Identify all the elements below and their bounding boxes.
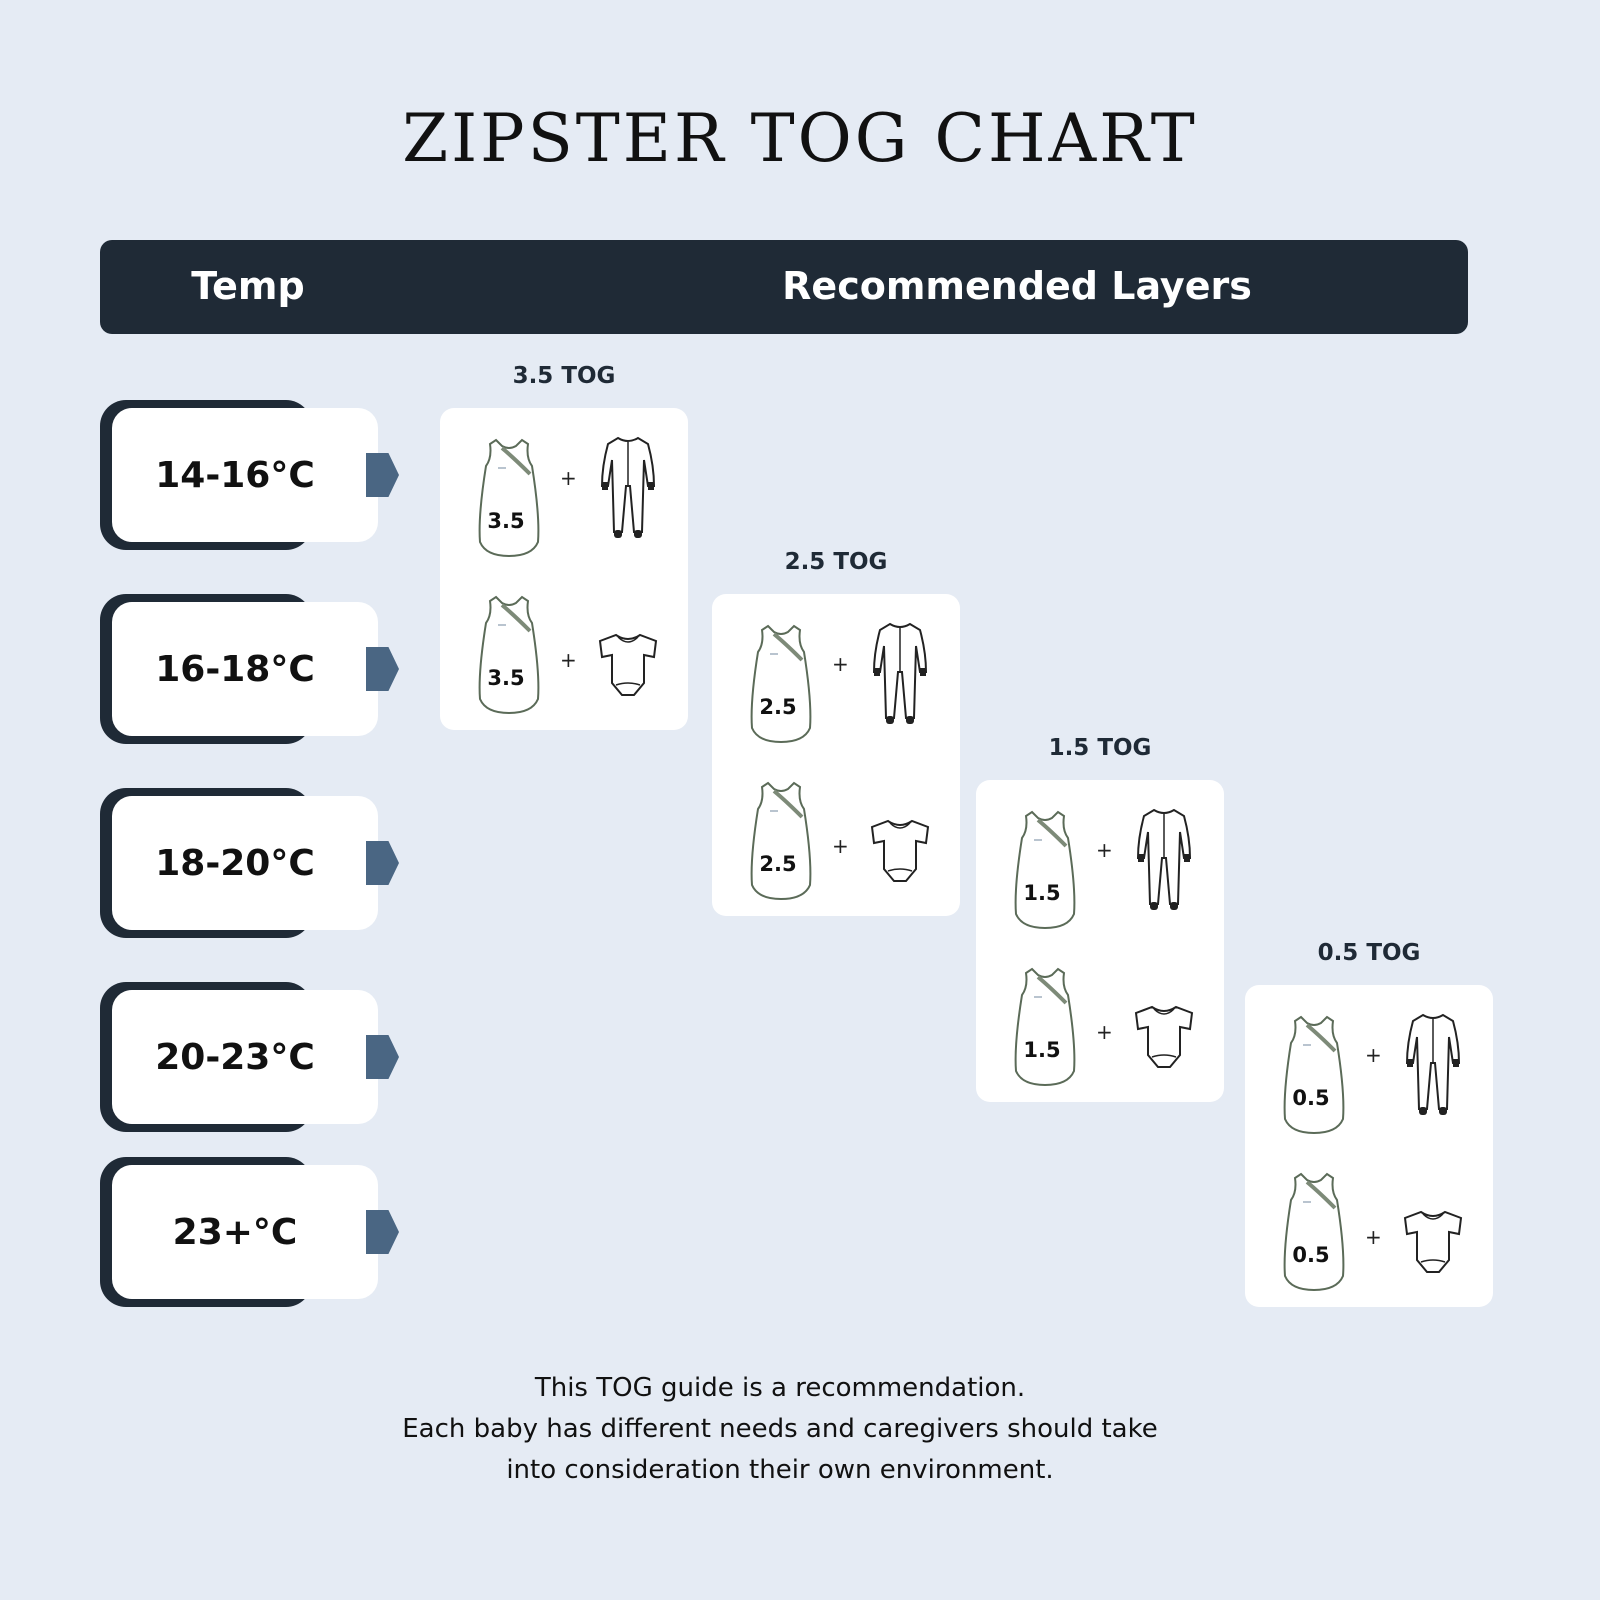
sleep-sack-icon: 1.5 [1014,967,1076,1087]
plus-sign: + [832,652,849,676]
sleep-sack-icon: 3.5 [478,595,540,715]
temp-label: 16-18°C [112,602,378,736]
temp-label: 23+°C [112,1165,378,1299]
sack-tog-value: 3.5 [487,509,524,533]
layer-combo: 0.5 + [1245,1170,1493,1300]
plus-sign: + [1365,1225,1382,1249]
tog-label: 1.5 TOG [1048,735,1152,761]
tog-card: 2.5 + 2.5 + [712,594,960,916]
sack-tog-value: 0.5 [1292,1086,1329,1110]
temp-header: Temp [191,264,305,308]
layer-combo: 2.5 + [712,779,960,909]
footer-note: This TOG guide is a recommendation. Each… [0,1368,1560,1491]
header-bar: Temp Recommended Layers [100,240,1468,334]
tog-label: 0.5 TOG [1317,940,1421,966]
sleep-sack-icon: 0.5 [1283,1015,1345,1135]
temp-label: 20-23°C [112,990,378,1124]
layer-combo: 1.5 + [976,808,1224,938]
tog-card: 0.5 + 0.5 + [1245,985,1493,1307]
sleepsuit-icon [1405,1013,1461,1115]
sack-tog-value: 0.5 [1292,1243,1329,1267]
plus-sign: + [1096,1020,1113,1044]
arrow-icon [366,453,399,497]
plus-sign: + [832,834,849,858]
plus-sign: + [560,648,577,672]
sack-tog-value: 2.5 [759,852,796,876]
footer-line: This TOG guide is a recommendation. [534,1373,1026,1403]
tog-label: 3.5 TOG [512,363,616,389]
plus-sign: + [1365,1043,1382,1067]
layer-combo: 2.5 + [712,622,960,752]
arrow-icon [366,1035,399,1079]
arrow-icon [366,841,399,885]
plus-sign: + [1096,838,1113,862]
sleep-sack-icon: 1.5 [1014,810,1076,930]
temp-label: 18-20°C [112,796,378,930]
layer-combo: 3.5 + [440,593,688,723]
sack-tog-value: 3.5 [487,666,524,690]
bodysuit-icon [1134,1005,1194,1068]
tog-label: 2.5 TOG [784,549,888,575]
layer-combo: 0.5 + [1245,1013,1493,1143]
tog-card: 3.5 + 3.5 + [440,408,688,730]
temp-label: 14-16°C [112,408,378,542]
page-title: ZIPSTER TOG CHART [402,100,1198,177]
sleep-sack-icon: 0.5 [1283,1172,1345,1292]
layers-header: Recommended Layers [782,264,1252,308]
tog-card: 1.5 + 1.5 + [976,780,1224,1102]
plus-sign: + [560,466,577,490]
bodysuit-icon [870,819,930,882]
sack-tog-value: 2.5 [759,695,796,719]
bodysuit-icon [598,633,658,696]
layer-combo: 3.5 + [440,436,688,566]
sleep-sack-icon: 3.5 [478,438,540,558]
sleepsuit-icon [1136,808,1192,910]
arrow-icon [366,647,399,691]
sleepsuit-icon [600,436,656,538]
sleep-sack-icon: 2.5 [750,781,812,901]
sleep-sack-icon: 2.5 [750,624,812,744]
footer-line: into consideration their own environment… [506,1455,1054,1485]
arrow-icon [366,1210,399,1254]
bodysuit-icon [1403,1210,1463,1273]
sack-tog-value: 1.5 [1023,1038,1060,1062]
sack-tog-value: 1.5 [1023,881,1060,905]
layer-combo: 1.5 + [976,965,1224,1095]
sleepsuit-icon [872,622,928,724]
footer-line: Each baby has different needs and caregi… [402,1414,1158,1444]
